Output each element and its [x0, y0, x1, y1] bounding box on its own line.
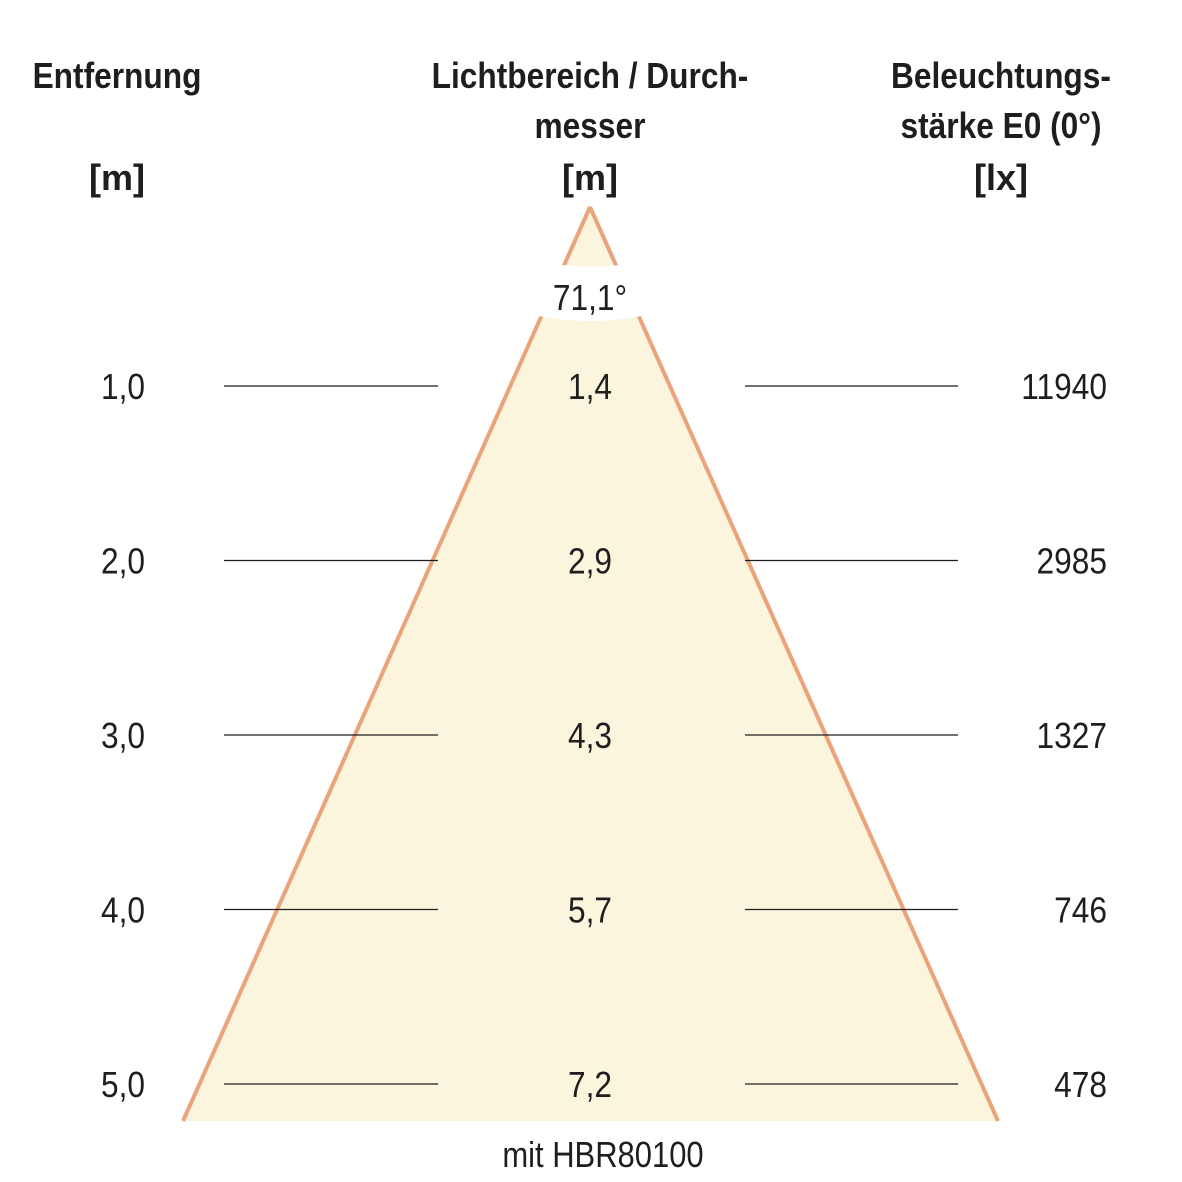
header-distance-title: Entfernung — [33, 56, 202, 96]
angle-label-gap — [520, 258, 660, 321]
header-diameter-title-1: Lichtbereich / Durch- — [432, 56, 749, 96]
header-illuminance: Beleuchtungs- stärke E0 (0°) [lx] — [891, 56, 1111, 198]
distance-value: 5,0 — [101, 1065, 145, 1105]
header-illuminance-title-2: stärke E0 (0°) — [901, 106, 1102, 146]
illuminance-value: 478 — [1054, 1065, 1107, 1105]
illuminance-value: 746 — [1054, 891, 1107, 931]
diameter-value: 4,3 — [568, 716, 612, 756]
distance-value: 4,0 — [101, 891, 145, 931]
distance-value: 2,0 — [101, 542, 145, 582]
diameter-value: 5,7 — [568, 891, 612, 931]
diameter-value: 1,4 — [568, 367, 612, 407]
distance-value: 1,0 — [101, 367, 145, 407]
illuminance-value: 11940 — [1021, 367, 1107, 407]
cone-edge-right — [588, 206, 1000, 1122]
light-cone — [183, 207, 998, 1121]
diameter-value: 7,2 — [568, 1065, 612, 1105]
header-diameter-unit: [m] — [562, 157, 618, 198]
header-distance-unit: [m] — [89, 157, 145, 198]
header-diameter: Lichtbereich / Durch- messer [m] — [432, 56, 749, 198]
distance-value: 3,0 — [101, 716, 145, 756]
beam-angle-label: 71,1° — [553, 278, 627, 318]
diameter-value: 2,9 — [568, 542, 612, 582]
footer-note: mit HBR80100 — [502, 1136, 703, 1176]
header-diameter-title-2: messer — [535, 106, 646, 146]
header-illuminance-unit: [lx] — [974, 157, 1028, 198]
illuminance-value: 1327 — [1037, 716, 1107, 756]
illuminance-value: 2985 — [1037, 542, 1107, 582]
rows: 1,0 1,4 11940 2,0 2,9 2985 3,0 4,3 1327 4,0 5,7 746… — [101, 367, 1107, 1105]
cone-edge-left — [181, 206, 592, 1122]
header-illuminance-title-1: Beleuchtungs- — [891, 56, 1111, 96]
header-distance: Entfernung [m] — [33, 56, 202, 198]
